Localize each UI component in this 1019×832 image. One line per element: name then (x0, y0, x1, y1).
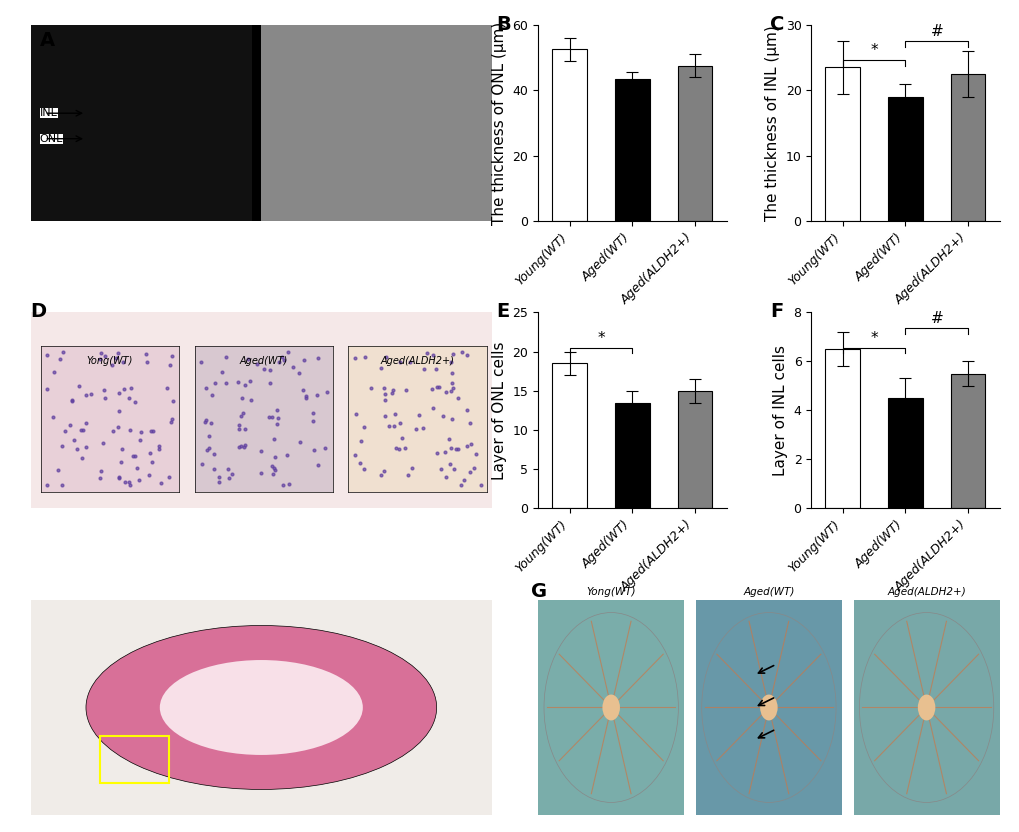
Y-axis label: The thickness of INL (μm): The thickness of INL (μm) (764, 25, 780, 221)
Bar (950, 74, 984, 221)
Bar (261, 25, 491, 221)
Circle shape (160, 660, 363, 755)
Text: #: # (929, 23, 943, 39)
Text: F: F (769, 303, 783, 321)
Text: Yong(WT): Yong(WT) (87, 356, 133, 366)
Circle shape (759, 695, 776, 721)
Text: A: A (40, 31, 55, 50)
Text: *: * (596, 330, 604, 345)
Text: ONL: ONL (40, 134, 63, 144)
Text: Aged(ALDH2+): Aged(ALDH2+) (380, 356, 454, 366)
Text: INL: INL (40, 108, 58, 118)
Text: *: * (869, 330, 877, 345)
Circle shape (86, 626, 436, 790)
Bar (950, 374, 984, 508)
Text: C: C (769, 15, 784, 34)
Text: E: E (496, 303, 510, 321)
Ellipse shape (859, 612, 993, 802)
Bar (678, 66, 711, 221)
Circle shape (602, 695, 620, 721)
Y-axis label: Layer of INL cells: Layer of INL cells (772, 344, 788, 476)
Bar (888, 97, 922, 221)
Bar (614, 79, 649, 221)
Text: G: G (530, 582, 546, 602)
Bar (551, 49, 586, 221)
Bar (31, 25, 252, 221)
Bar (100, 735, 169, 783)
Text: Aged(ALDH2+): Aged(ALDH2+) (887, 587, 965, 597)
Y-axis label: The thickness of ONL (μm): The thickness of ONL (μm) (491, 22, 506, 225)
Bar (824, 67, 859, 221)
Y-axis label: Layer of ONL cells: Layer of ONL cells (491, 341, 506, 479)
Ellipse shape (701, 612, 836, 802)
Bar (551, 364, 586, 508)
Circle shape (917, 695, 934, 721)
Text: Aged(WT): Aged(WT) (743, 587, 794, 597)
Bar (678, 391, 711, 508)
Bar (824, 349, 859, 508)
Bar (614, 403, 649, 508)
Text: Aged(WT): Aged(WT) (239, 356, 287, 366)
Text: D: D (31, 303, 47, 321)
Text: B: B (496, 15, 511, 34)
Bar (888, 398, 922, 508)
Ellipse shape (543, 612, 678, 802)
Text: *: * (869, 43, 877, 58)
Text: #: # (929, 311, 943, 326)
Text: Yong(WT): Yong(WT) (586, 587, 635, 597)
